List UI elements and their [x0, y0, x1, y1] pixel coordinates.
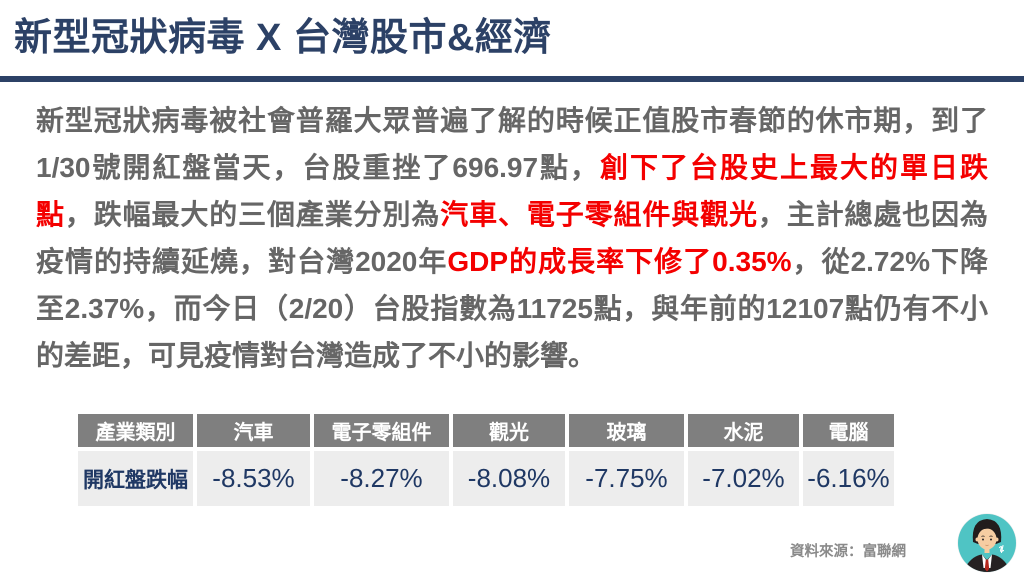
body-paragraph: 新型冠狀病毒被社會普羅大眾普遍了解的時候正值股市春節的休市期，到了1/30號開紅…: [36, 97, 988, 379]
emphasis-text: 創下了台股史上最大的單日跌點: [36, 152, 988, 230]
column-header: 電腦: [803, 414, 894, 447]
column-header: 觀光: [453, 414, 565, 447]
source-note: 資料來源：富聯網: [790, 544, 906, 560]
body-text: ，主計總處也因為疫情的持續延燒，對台灣2020年: [36, 199, 988, 277]
emphasis-text: GDP的成長率下修了0.35%: [447, 246, 792, 277]
column-header: 水泥: [688, 414, 799, 447]
title-divider: [0, 76, 1024, 82]
table-header-row: 產業類別 汽車 電子零組件 觀光 玻璃 水泥 電腦: [78, 414, 894, 447]
industry-drop-table: 產業類別 汽車 電子零組件 觀光 玻璃 水泥 電腦 開紅盤跌幅 -8.53% -8.27% -8.…: [74, 410, 898, 510]
person-avatar-icon: [957, 513, 1017, 573]
row-label: 開紅盤跌幅: [78, 451, 193, 506]
emphasis-text: 汽車、電子零組件與觀光: [440, 199, 758, 230]
body-text: 新型冠狀病毒被社會普羅大眾普遍了解的時候正值股市春節的休市期，到了1/30號開紅…: [36, 105, 988, 183]
drop-value: -8.53%: [197, 451, 310, 506]
drop-value: -8.27%: [314, 451, 449, 506]
column-header: 玻璃: [569, 414, 684, 447]
column-header: 電子零組件: [314, 414, 449, 447]
table-data-row: 開紅盤跌幅 -8.53% -8.27% -8.08% -7.75% -7.02% -6.16…: [78, 451, 894, 506]
drop-value: -8.08%: [453, 451, 565, 506]
drop-value: -6.16%: [803, 451, 894, 506]
page-title: 新型冠狀病毒 X 台灣股市&經濟: [14, 17, 552, 59]
body-text: ，跌幅最大的三個產業分別為: [64, 199, 441, 230]
column-header: 產業類別: [78, 414, 193, 447]
drop-value: -7.75%: [569, 451, 684, 506]
column-header: 汽車: [197, 414, 310, 447]
body-text: ，從2.72%下降至2.37%，而今日（2/20）台股指數為11725點，與年前…: [36, 246, 988, 371]
drop-value: -7.02%: [688, 451, 799, 506]
